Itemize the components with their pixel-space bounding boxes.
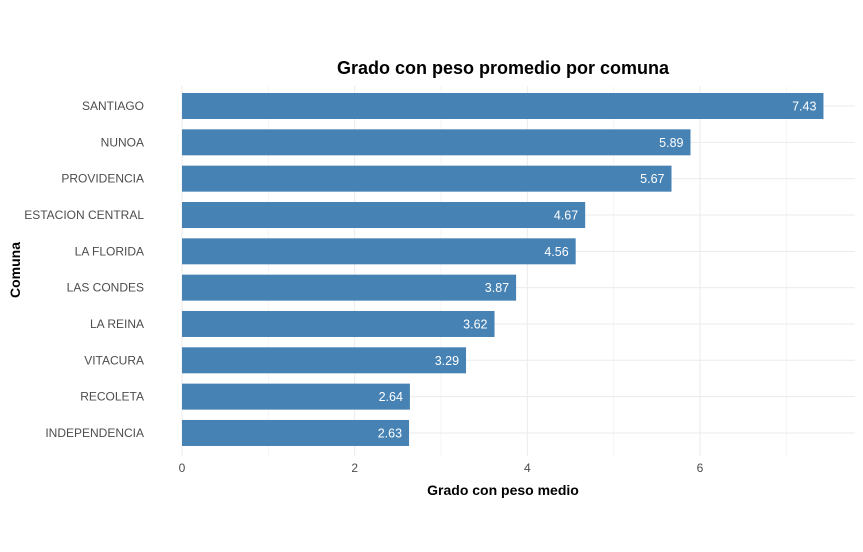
y-tick-label: INDEPENDENCIA [45, 426, 144, 440]
chart-title: Grado con peso promedio por comuna [337, 58, 670, 78]
bar-value-label: 3.62 [463, 317, 487, 331]
bar [182, 274, 517, 301]
x-tick-label: 6 [697, 461, 704, 475]
bar [182, 347, 467, 374]
bar [182, 383, 410, 410]
bar-value-label: 2.64 [379, 390, 403, 404]
bar [182, 201, 586, 228]
bar-value-label: 3.29 [435, 354, 459, 368]
y-tick-labels: SANTIAGO NUNOA PROVIDENCIA ESTACION CENTRAL… [24, 99, 144, 440]
y-tick-label: PROVIDENCIA [61, 172, 144, 186]
bar [182, 238, 576, 265]
bars: 7.43 5.89 5.67 4.67 4.56 3.87 3.62 3.29 2.64 2.63 [182, 93, 824, 446]
y-tick-label: RECOLETA [80, 390, 144, 404]
y-tick-label: LAS CONDES [67, 281, 144, 295]
y-axis-title: Comuna [7, 242, 23, 298]
bar-value-label: 7.43 [792, 100, 816, 114]
bar [182, 129, 691, 156]
bar-value-label: 4.67 [554, 208, 578, 222]
y-tick-label: SANTIAGO [82, 99, 144, 113]
y-tick-label: LA REINA [90, 317, 144, 331]
x-axis-title: Grado con peso medio [427, 482, 579, 498]
bar [182, 165, 672, 192]
bar [182, 310, 495, 337]
x-tick-label: 4 [524, 461, 531, 475]
x-tick-label: 2 [351, 461, 358, 475]
bar-value-label: 4.56 [544, 245, 568, 259]
bar-value-label: 2.63 [378, 426, 402, 440]
bar-value-label: 5.67 [640, 172, 664, 186]
x-tick-label: 0 [179, 461, 186, 475]
y-tick-label: NUNOA [101, 135, 144, 149]
y-tick-label: ESTACION CENTRAL [24, 208, 144, 222]
bar-value-label: 3.87 [485, 281, 509, 295]
bar [182, 419, 410, 446]
bar-value-label: 5.89 [659, 136, 683, 150]
bar [182, 93, 824, 119]
y-tick-label: LA FLORIDA [75, 244, 144, 258]
y-tick-label: VITACURA [84, 353, 144, 367]
x-tick-labels: 0 2 4 6 [179, 461, 704, 475]
